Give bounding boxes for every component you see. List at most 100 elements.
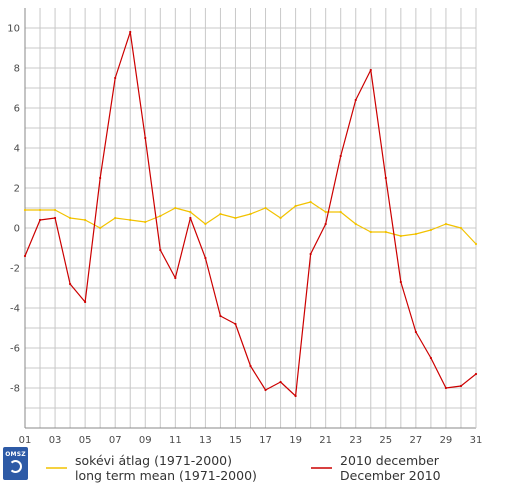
x-tick-label: 31 xyxy=(470,435,483,446)
data-point-long-term-mean xyxy=(309,200,312,204)
data-point-december-2010 xyxy=(444,386,448,390)
data-point-long-term-mean xyxy=(339,210,342,214)
data-point-long-term-mean xyxy=(38,208,42,212)
data-point-long-term-mean xyxy=(249,212,252,216)
x-tick-label: 03 xyxy=(49,435,62,446)
x-tick-label: 07 xyxy=(109,435,122,446)
legend-label-long-term-mean-line2: long term mean (1971-2000) xyxy=(75,468,257,483)
axes xyxy=(24,8,477,429)
legend: sokévi átlag (1971-2000) long term mean … xyxy=(46,453,441,483)
x-tick-label: 13 xyxy=(199,435,212,446)
data-point-long-term-mean xyxy=(23,208,27,212)
data-point-december-2010 xyxy=(114,76,117,80)
legend-label-december-2010-line1: 2010 december xyxy=(340,453,440,468)
y-tick-label: -8 xyxy=(10,384,20,395)
data-point-december-2010 xyxy=(219,314,222,318)
data-point-december-2010 xyxy=(294,394,297,398)
data-point-december-2010 xyxy=(234,322,237,326)
y-tick-label: -4 xyxy=(10,304,20,315)
data-point-long-term-mean xyxy=(324,210,327,214)
data-point-december-2010 xyxy=(264,388,267,392)
y-tick-labels: 10 8 6 4 2 0 -2 -4 -6 -8 xyxy=(7,24,20,395)
data-point-december-2010 xyxy=(174,276,177,280)
data-point-long-term-mean xyxy=(99,226,102,230)
data-point-long-term-mean xyxy=(234,216,237,220)
x-tick-label: 29 xyxy=(440,435,453,446)
data-point-december-2010 xyxy=(204,256,207,260)
data-point-december-2010 xyxy=(309,252,312,256)
data-point-long-term-mean xyxy=(189,210,192,214)
x-tick-label: 19 xyxy=(289,435,302,446)
x-tick-label: 05 xyxy=(79,435,92,446)
logo-swirl-icon xyxy=(9,460,22,473)
data-point-long-term-mean xyxy=(144,220,147,224)
legend-label-long-term-mean-line1: sokévi átlag (1971-2000) xyxy=(75,453,232,468)
data-point-december-2010 xyxy=(459,384,463,388)
data-point-long-term-mean xyxy=(444,222,448,226)
series-lines xyxy=(23,30,478,398)
data-point-december-2010 xyxy=(399,280,402,284)
data-point-long-term-mean xyxy=(159,214,162,218)
data-point-long-term-mean xyxy=(219,212,222,216)
y-tick-label: 0 xyxy=(14,224,20,235)
y-tick-label: -2 xyxy=(10,264,20,275)
data-point-december-2010 xyxy=(339,154,342,158)
data-point-december-2010 xyxy=(384,176,387,180)
logo-text: OMSZ xyxy=(5,451,26,458)
x-tick-label: 21 xyxy=(319,435,332,446)
data-point-long-term-mean xyxy=(294,204,297,208)
data-point-long-term-mean xyxy=(459,226,463,230)
data-point-long-term-mean xyxy=(264,206,267,210)
grid xyxy=(24,8,477,429)
y-tick-label: 10 xyxy=(7,24,20,35)
y-tick-label: -6 xyxy=(10,344,20,355)
data-point-december-2010 xyxy=(159,248,162,252)
data-point-long-term-mean xyxy=(279,216,282,220)
x-tick-label: 23 xyxy=(349,435,362,446)
omsz-logo: OMSZ xyxy=(3,447,28,480)
data-point-december-2010 xyxy=(354,98,357,102)
legend-label-december-2010-line2: December 2010 xyxy=(340,468,441,483)
data-point-long-term-mean xyxy=(114,216,117,220)
data-point-long-term-mean xyxy=(369,230,372,234)
y-tick-label: 2 xyxy=(14,184,20,195)
data-point-december-2010 xyxy=(69,282,72,286)
data-point-long-term-mean xyxy=(414,232,417,236)
data-point-december-2010 xyxy=(53,216,57,220)
data-point-long-term-mean xyxy=(53,208,57,212)
data-point-long-term-mean xyxy=(399,234,402,238)
y-tick-label: 6 xyxy=(14,104,20,115)
data-point-long-term-mean xyxy=(69,216,72,220)
data-point-long-term-mean xyxy=(429,228,432,232)
data-point-long-term-mean xyxy=(474,242,478,246)
data-point-long-term-mean xyxy=(384,230,387,234)
x-tick-label: 09 xyxy=(139,435,152,446)
data-point-long-term-mean xyxy=(129,218,132,222)
x-tick-label: 01 xyxy=(19,435,32,446)
data-point-december-2010 xyxy=(189,216,192,220)
data-point-december-2010 xyxy=(429,356,432,360)
data-point-long-term-mean xyxy=(354,222,357,226)
data-point-december-2010 xyxy=(324,222,327,226)
data-point-december-2010 xyxy=(249,364,252,368)
y-tick-label: 4 xyxy=(14,144,20,155)
data-point-december-2010 xyxy=(414,330,417,334)
data-point-long-term-mean xyxy=(204,222,207,226)
data-point-december-2010 xyxy=(144,136,147,140)
data-point-december-2010 xyxy=(38,218,42,222)
data-point-december-2010 xyxy=(474,372,478,376)
x-tick-label: 15 xyxy=(229,435,242,446)
data-point-december-2010 xyxy=(369,68,372,72)
x-tick-label: 11 xyxy=(169,435,182,446)
x-tick-label: 25 xyxy=(379,435,392,446)
data-point-december-2010 xyxy=(129,30,132,34)
data-point-december-2010 xyxy=(23,254,27,258)
data-point-long-term-mean xyxy=(84,218,87,222)
x-tick-label: 27 xyxy=(409,435,422,446)
x-tick-label: 17 xyxy=(259,435,272,446)
data-point-december-2010 xyxy=(84,300,87,304)
data-point-december-2010 xyxy=(279,380,282,384)
data-point-long-term-mean xyxy=(174,206,177,210)
x-tick-labels: 01 03 05 07 09 11 13 15 17 19 21 23 25 27 29 31 xyxy=(19,435,483,446)
